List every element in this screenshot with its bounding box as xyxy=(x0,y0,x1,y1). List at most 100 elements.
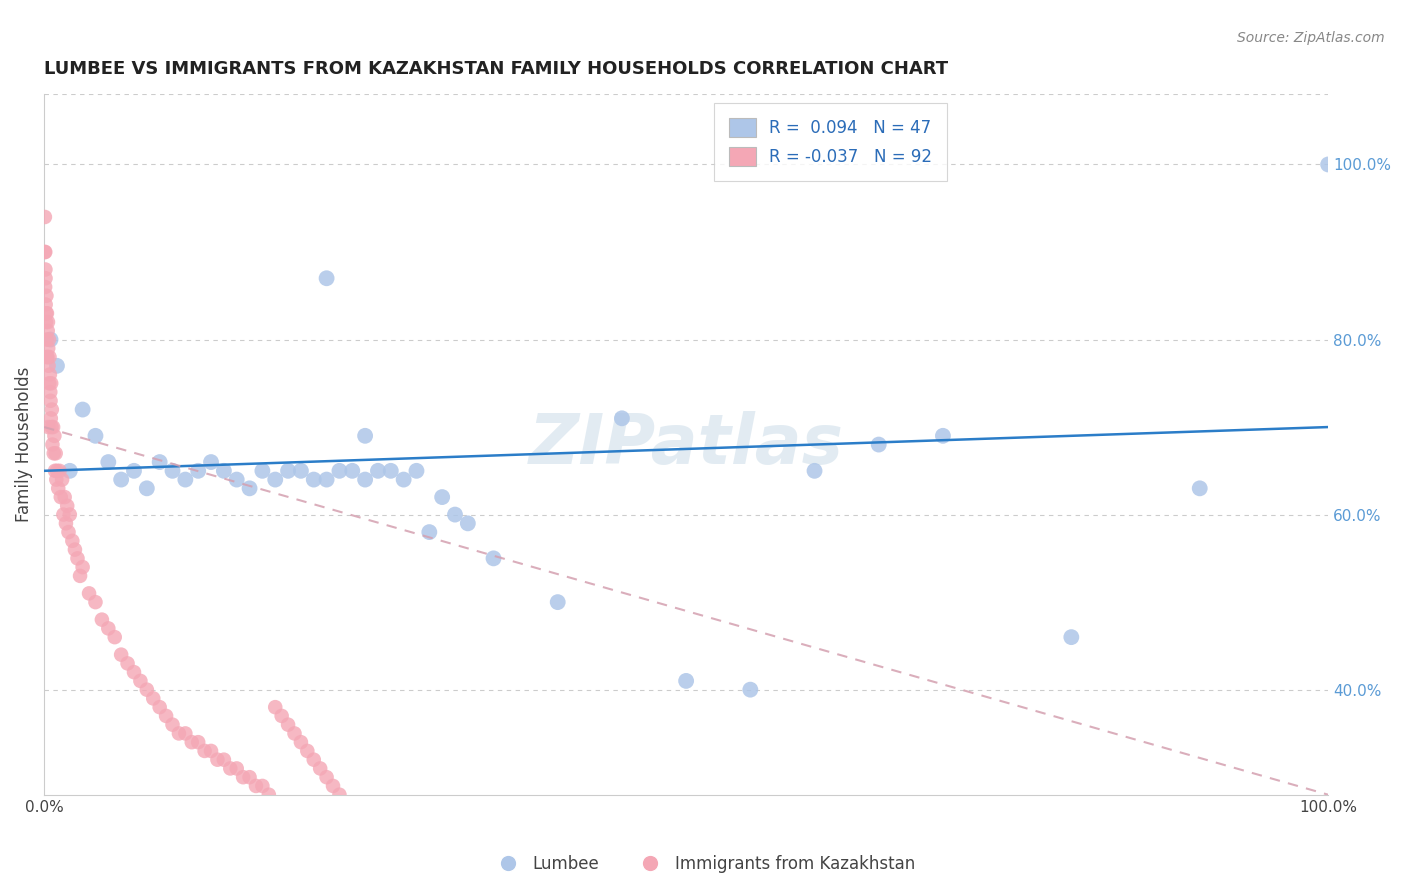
Point xyxy=(252,464,274,478)
Point xyxy=(142,691,165,706)
Point xyxy=(97,621,120,635)
Point xyxy=(44,464,66,478)
Point xyxy=(117,657,139,671)
Text: Source: ZipAtlas.com: Source: ZipAtlas.com xyxy=(1237,31,1385,45)
Point xyxy=(46,464,69,478)
Point xyxy=(200,744,222,758)
Point xyxy=(212,753,235,767)
Point xyxy=(37,420,59,434)
Point xyxy=(457,516,479,531)
Point xyxy=(34,262,56,277)
Point xyxy=(37,324,59,338)
Point xyxy=(122,464,145,478)
Point xyxy=(380,464,402,478)
Point xyxy=(315,473,337,487)
Point xyxy=(49,490,72,504)
Point xyxy=(37,341,59,355)
Point xyxy=(245,779,267,793)
Point xyxy=(167,726,190,740)
Point xyxy=(257,788,280,802)
Point xyxy=(302,753,325,767)
Point xyxy=(38,350,60,364)
Point xyxy=(868,437,890,451)
Text: LUMBEE VS IMMIGRANTS FROM KAZAKHSTAN FAMILY HOUSEHOLDS CORRELATION CHART: LUMBEE VS IMMIGRANTS FROM KAZAKHSTAN FAM… xyxy=(44,60,948,78)
Point xyxy=(59,508,82,522)
Point xyxy=(34,271,56,285)
Point xyxy=(45,446,67,460)
Point xyxy=(315,271,337,285)
Point xyxy=(58,525,80,540)
Point xyxy=(430,490,453,504)
Point xyxy=(39,393,62,408)
Point xyxy=(315,770,337,784)
Point xyxy=(104,630,127,644)
Legend: Lumbee, Immigrants from Kazakhstan: Lumbee, Immigrants from Kazakhstan xyxy=(485,848,921,880)
Point xyxy=(90,613,112,627)
Point xyxy=(41,437,63,451)
Point xyxy=(354,473,377,487)
Point xyxy=(45,473,67,487)
Point xyxy=(290,464,312,478)
Point xyxy=(162,464,184,478)
Point xyxy=(238,770,260,784)
Point xyxy=(187,735,209,749)
Point xyxy=(39,333,62,347)
Point xyxy=(252,779,274,793)
Point xyxy=(84,595,107,609)
Point xyxy=(34,280,56,294)
Point xyxy=(110,648,132,662)
Point xyxy=(46,359,69,373)
Point xyxy=(135,481,157,495)
Point xyxy=(34,210,56,224)
Point xyxy=(547,595,569,609)
Point xyxy=(63,542,86,557)
Point xyxy=(35,306,58,320)
Point xyxy=(238,481,260,495)
Point xyxy=(35,350,58,364)
Point xyxy=(187,464,209,478)
Point xyxy=(129,673,152,688)
Point xyxy=(225,473,247,487)
Point xyxy=(162,717,184,731)
Point xyxy=(37,350,59,364)
Point xyxy=(932,429,955,443)
Point xyxy=(418,525,440,540)
Point xyxy=(354,429,377,443)
Point xyxy=(51,473,73,487)
Point xyxy=(180,735,202,749)
Point xyxy=(155,709,177,723)
Point xyxy=(69,569,91,583)
Point xyxy=(149,700,172,714)
Point xyxy=(39,376,62,391)
Point xyxy=(72,560,94,574)
Point xyxy=(39,411,62,425)
Point xyxy=(328,464,350,478)
Point xyxy=(52,508,75,522)
Point xyxy=(97,455,120,469)
Point xyxy=(290,735,312,749)
Point xyxy=(77,586,100,600)
Point xyxy=(174,473,197,487)
Point xyxy=(1317,157,1340,171)
Point xyxy=(1188,481,1211,495)
Point xyxy=(35,333,58,347)
Point xyxy=(44,429,66,443)
Point xyxy=(46,481,69,495)
Point xyxy=(38,333,60,347)
Point xyxy=(207,753,229,767)
Point xyxy=(149,455,172,469)
Point xyxy=(60,533,83,548)
Point xyxy=(367,464,389,478)
Text: ZIPatlas: ZIPatlas xyxy=(529,411,844,478)
Point xyxy=(110,473,132,487)
Point xyxy=(35,306,58,320)
Point xyxy=(444,508,467,522)
Point xyxy=(803,464,825,478)
Point xyxy=(194,744,217,758)
Point xyxy=(35,315,58,329)
Point xyxy=(72,402,94,417)
Point xyxy=(38,359,60,373)
Point xyxy=(41,420,63,434)
Point xyxy=(322,779,344,793)
Point xyxy=(740,682,762,697)
